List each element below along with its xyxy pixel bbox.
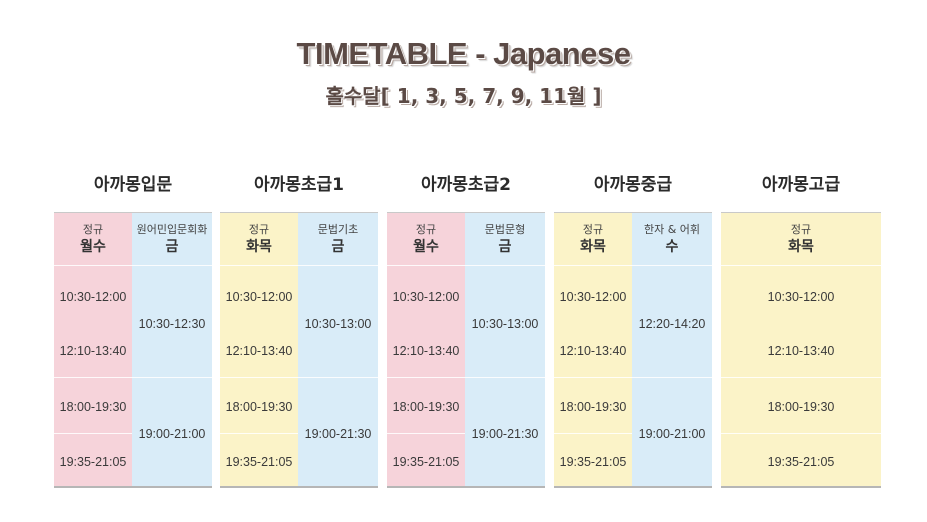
time-slot: 10:30-13:00 — [471, 317, 539, 331]
time-slot: 18:00-19:30 — [225, 400, 293, 414]
time-slot: 19:35-21:05 — [392, 455, 460, 469]
class-day: 화목 — [246, 239, 272, 255]
class-type: 원어민입문회화 — [136, 223, 208, 236]
time-slot: 10:30-12:30 — [138, 317, 206, 331]
time-slot: 18:00-19:30 — [59, 400, 127, 414]
course-title-intro: 아까몽입문 — [93, 175, 173, 195]
course-title-advanced: 아까몽고급 — [761, 175, 841, 195]
time-slot: 10:30-12:00 — [767, 290, 835, 304]
time-slot: 19:35-21:05 — [225, 455, 293, 469]
class-day: 금 — [331, 239, 345, 255]
time-slot: 12:10-13:40 — [59, 344, 127, 358]
time-slot: 18:00-19:30 — [559, 400, 627, 414]
page-title: TIMETABLE - Japanese — [296, 36, 631, 71]
time-slot: 12:10-13:40 — [392, 344, 460, 358]
course-title-beginner2: 아까몽초급2 — [420, 175, 512, 195]
class-type: 문법기초 — [317, 223, 359, 236]
class-day: 금 — [498, 239, 512, 255]
time-slot: 10:30-12:00 — [59, 290, 127, 304]
time-slot: 19:00-21:30 — [471, 427, 539, 441]
time-slot: 10:30-12:00 — [225, 290, 293, 304]
time-slot: 10:30-12:00 — [392, 290, 460, 304]
time-slot: 10:30-13:00 — [304, 317, 372, 331]
class-day: 수 — [665, 239, 679, 255]
time-slot: 18:00-19:30 — [767, 400, 835, 414]
class-day: 화목 — [580, 239, 606, 255]
course-title-beginner1: 아까몽초급1 — [253, 175, 345, 195]
course-title-intermediate: 아까몽중급 — [593, 175, 673, 195]
time-slot: 18:00-19:30 — [392, 400, 460, 414]
class-day: 금 — [165, 239, 179, 255]
time-slot: 12:20-14:20 — [638, 317, 706, 331]
time-slot: 19:35-21:05 — [767, 455, 835, 469]
time-slot: 19:00-21:00 — [138, 427, 206, 441]
class-day: 월수 — [80, 239, 106, 255]
class-type: 정규 — [248, 223, 270, 236]
time-slot: 12:10-13:40 — [559, 344, 627, 358]
time-slot: 12:10-13:40 — [225, 344, 293, 358]
class-day: 월수 — [413, 239, 439, 255]
class-type: 정규 — [82, 223, 104, 236]
time-slot: 19:00-21:30 — [304, 427, 372, 441]
time-slot: 10:30-12:00 — [559, 290, 627, 304]
class-type: 한자 & 어휘 — [643, 223, 701, 236]
page-subtitle: 홀수달[ 1, 3, 5, 7, 9, 11월 ] — [325, 84, 602, 108]
time-slot: 19:35-21:05 — [559, 455, 627, 469]
class-type: 정규 — [415, 223, 437, 236]
time-slot: 19:00-21:00 — [638, 427, 706, 441]
class-day: 화목 — [788, 239, 814, 255]
class-type: 정규 — [582, 223, 604, 236]
class-type: 문법문형 — [484, 223, 526, 236]
class-type: 정규 — [790, 223, 812, 236]
time-slot: 19:35-21:05 — [59, 455, 127, 469]
time-slot: 12:10-13:40 — [767, 344, 835, 358]
